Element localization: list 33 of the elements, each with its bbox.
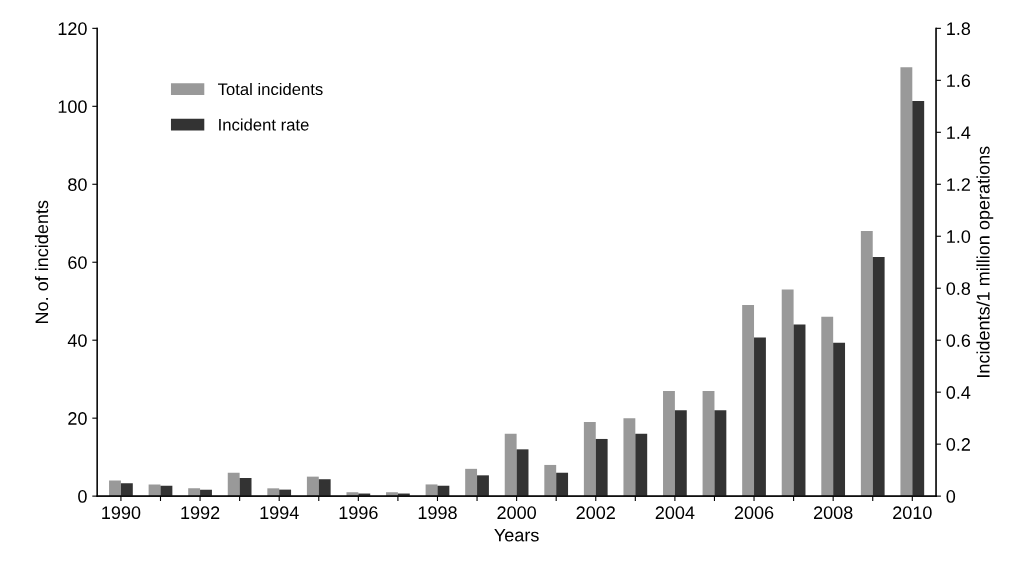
y2-tick-label: 0.2 — [946, 438, 970, 451]
x-tick-label: 1998 — [418, 506, 457, 520]
x-tick-label: 2004 — [655, 506, 695, 520]
x-tick-label: 1992 — [181, 506, 220, 520]
x-tick-label: 2000 — [497, 506, 536, 520]
x-tick-label: 2002 — [576, 506, 615, 520]
y2-tick-label: 0.8 — [946, 282, 971, 295]
x-tick-label: 2008 — [813, 506, 853, 520]
y-tick-label: 60 — [68, 256, 87, 269]
x-tick-label: 2010 — [893, 506, 932, 520]
y2-tick-label: 1.0 — [947, 230, 971, 243]
y2-tick-label: 1.6 — [947, 74, 971, 88]
y2-tick-label: 1.4 — [947, 126, 971, 139]
x-tick-label: 1994 — [260, 506, 299, 520]
legend-label: Incident rate — [219, 118, 309, 131]
legend-label: Total incidents — [218, 82, 323, 96]
y-tick-label: 20 — [68, 412, 87, 425]
x-tick-label: 2006 — [734, 506, 774, 520]
y2-tick-label: 1.2 — [947, 178, 970, 191]
y-tick-label: 0 — [78, 490, 87, 503]
y-tick-label: 80 — [68, 178, 87, 191]
y2-tick-label: 0 — [946, 490, 956, 503]
y-tick-label: 40 — [67, 334, 87, 347]
y2-tick-label: 1.8 — [947, 22, 971, 36]
y-axis-title: No. of incidents — [34, 200, 49, 323]
x-axis-title: Years — [494, 528, 539, 542]
x-tick-label: 1996 — [339, 506, 378, 520]
y-tick-label: 120 — [58, 22, 87, 36]
y2-tick-label: 0.6 — [946, 334, 971, 347]
y2-tick-label: 0.4 — [946, 386, 971, 399]
x-tick-label: 1990 — [102, 506, 141, 520]
y-tick-label: 100 — [58, 100, 87, 114]
y2-axis-title: Incidents/1 million operations — [976, 146, 994, 377]
